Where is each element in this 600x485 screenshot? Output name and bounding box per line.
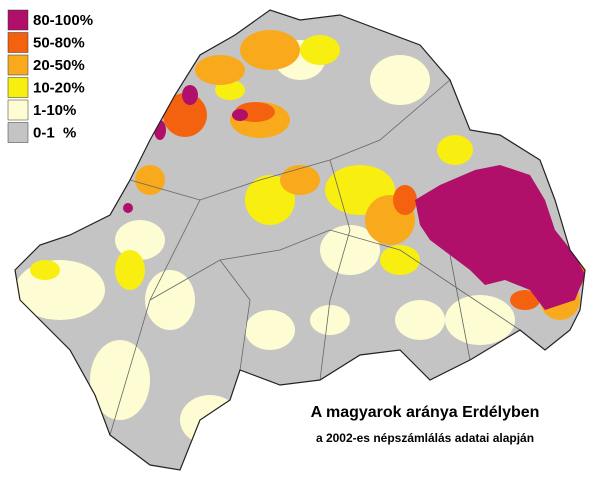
legend-swatch [7, 99, 29, 121]
legend-label: 1-10% [33, 102, 76, 119]
legend-label: 80-100% [33, 12, 93, 29]
legend-swatch [7, 54, 29, 76]
legend-swatch [7, 122, 29, 143]
title: A magyarok aránya Erdélyben [311, 404, 540, 421]
regions-light [15, 40, 515, 445]
legend-label: 20-50% [33, 57, 85, 74]
legend: 80-100% 50-80% 20-50% 10-20% 1-10% 0-1 % [7, 9, 93, 143]
legend-label: 0-1 % [33, 124, 76, 141]
legend-swatch [7, 32, 29, 53]
outline [14, 9, 586, 471]
legend-swatch [7, 9, 29, 31]
legend-swatch [7, 77, 29, 98]
legend-label: 10-20% [33, 79, 85, 96]
legend-label: 50-80% [33, 34, 85, 51]
subtitle: a 2002-es népszámlálás adatai alapján [316, 431, 534, 445]
county-borders [109, 79, 521, 436]
